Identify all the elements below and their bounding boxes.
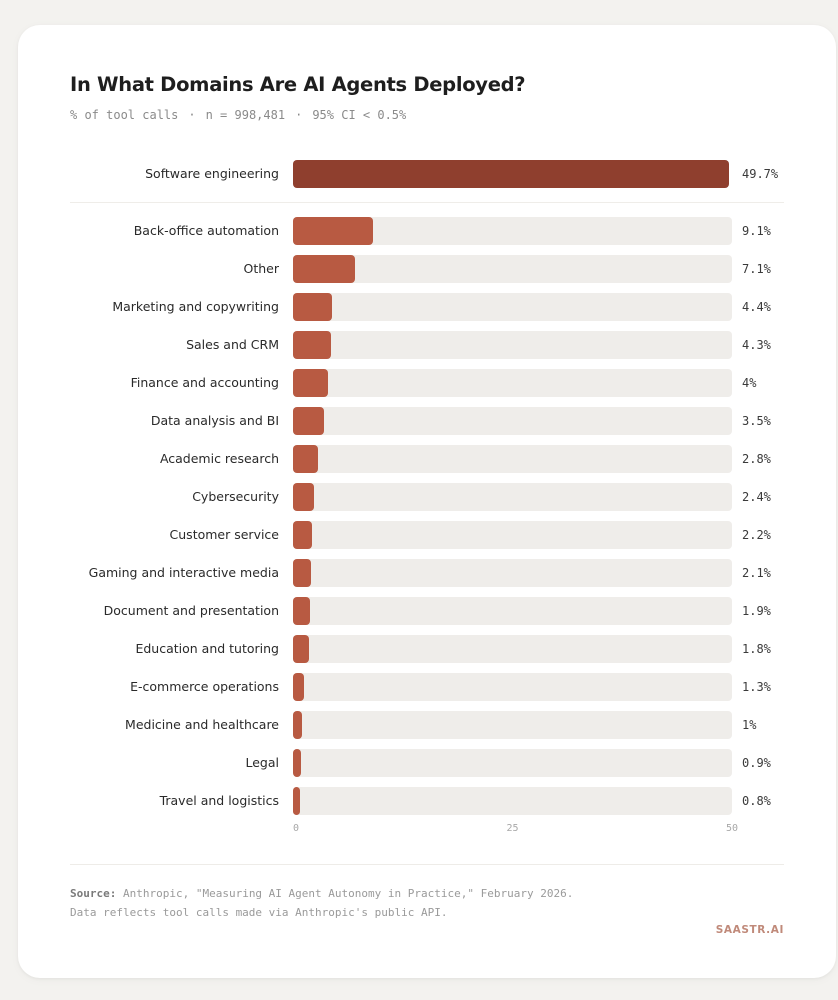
source-text: Anthropic, "Measuring AI Agent Autonomy … xyxy=(122,887,574,900)
bar-track xyxy=(293,673,732,701)
subtitle-separator: · xyxy=(188,108,196,122)
bar xyxy=(293,407,324,435)
footer-divider xyxy=(70,864,784,865)
category-label: Gaming and interactive media xyxy=(88,565,279,580)
bar-track xyxy=(293,749,732,777)
bar xyxy=(293,293,332,321)
value-label: 0.9% xyxy=(742,756,771,770)
value-label: 49.7% xyxy=(742,167,779,181)
bar-chart: Software engineering 49.7% Back-office aut… xyxy=(18,25,836,978)
bar-track xyxy=(293,255,732,283)
category-label: Sales and CRM xyxy=(186,337,279,352)
value-label: 1.9% xyxy=(742,604,771,618)
category-label: Finance and accounting xyxy=(130,375,279,390)
value-label: 1.3% xyxy=(742,680,771,694)
category-label: Travel and logistics xyxy=(159,793,279,808)
source-note: Source: Anthropic, "Measuring AI Agent A… xyxy=(70,884,590,922)
category-label: Document and presentation xyxy=(103,603,279,618)
subtitle-sample-size: n = 998,481 xyxy=(205,108,286,122)
category-label: Legal xyxy=(245,755,279,770)
category-label: Back-office automation xyxy=(133,223,279,238)
bar-track xyxy=(293,521,732,549)
bar xyxy=(293,521,313,549)
category-label: E-commerce operations xyxy=(130,679,279,694)
bar-track xyxy=(293,483,732,511)
value-label: 2.2% xyxy=(742,528,771,542)
value-label: 7.1% xyxy=(742,262,771,276)
bar-track xyxy=(293,597,732,625)
bar xyxy=(293,331,331,359)
x-tick-label: 50 xyxy=(725,823,739,834)
value-label: 9.1% xyxy=(742,224,771,238)
subtitle-separator: · xyxy=(295,108,303,122)
brand-logo: SAASTR.AI xyxy=(715,924,784,936)
category-label: Data analysis and BI xyxy=(150,413,279,428)
bar-track xyxy=(293,445,732,473)
value-label: 1% xyxy=(742,718,757,732)
chart-card: In What Domains Are AI Agents Deployed? … xyxy=(18,25,836,978)
category-label: Medicine and healthcare xyxy=(125,717,279,732)
chart-subtitle: % of tool calls · n = 998,481 · 95% CI < 0.5… xyxy=(70,108,406,122)
bar-track xyxy=(293,635,732,663)
category-label: Other xyxy=(243,261,280,276)
value-label: 4.4% xyxy=(742,300,771,314)
bar xyxy=(293,445,318,473)
bar xyxy=(293,711,302,739)
category-label: Cybersecurity xyxy=(192,489,279,504)
subtitle-metric: % of tool calls xyxy=(70,108,179,122)
subtitle-confidence: 95% CI < 0.5% xyxy=(312,108,407,122)
bar-track xyxy=(293,369,732,397)
value-label: 4% xyxy=(742,376,757,390)
bar xyxy=(293,483,315,511)
bar-track xyxy=(293,331,732,359)
bar xyxy=(293,635,309,663)
bar xyxy=(293,673,305,701)
value-label: 1.8% xyxy=(742,642,771,656)
bar-track xyxy=(293,407,732,435)
bar-track xyxy=(293,787,732,815)
bar xyxy=(293,217,373,245)
category-label: Customer service xyxy=(169,527,279,542)
bar-track xyxy=(293,293,732,321)
bar-track xyxy=(293,711,732,739)
category-label: Academic research xyxy=(159,451,279,466)
bar-track xyxy=(293,559,732,587)
chart-title: In What Domains Are AI Agents Deployed? xyxy=(70,73,526,96)
x-tick-label: 25 xyxy=(506,823,519,834)
source-label: Source: xyxy=(70,887,117,900)
bar xyxy=(293,255,356,283)
bar xyxy=(293,559,312,587)
value-label: 2.8% xyxy=(742,452,771,466)
data-note: Data reflects tool calls made via Anthro… xyxy=(70,906,448,919)
highlight-divider xyxy=(70,202,784,203)
category-label: Education and tutoring xyxy=(135,641,279,656)
value-label: 4.3% xyxy=(742,338,771,352)
bar xyxy=(293,160,730,188)
value-label: 0.8% xyxy=(742,794,771,808)
value-label: 3.5% xyxy=(742,414,771,428)
bar xyxy=(293,749,301,777)
bar xyxy=(293,369,329,397)
value-label: 2.1% xyxy=(742,566,771,580)
category-label: Marketing and copywriting xyxy=(112,299,279,314)
bar xyxy=(293,787,301,815)
category-label: Software engineering xyxy=(145,166,279,181)
x-tick-label: 0 xyxy=(292,823,300,834)
value-label: 2.4% xyxy=(742,490,771,504)
bar xyxy=(293,597,310,625)
